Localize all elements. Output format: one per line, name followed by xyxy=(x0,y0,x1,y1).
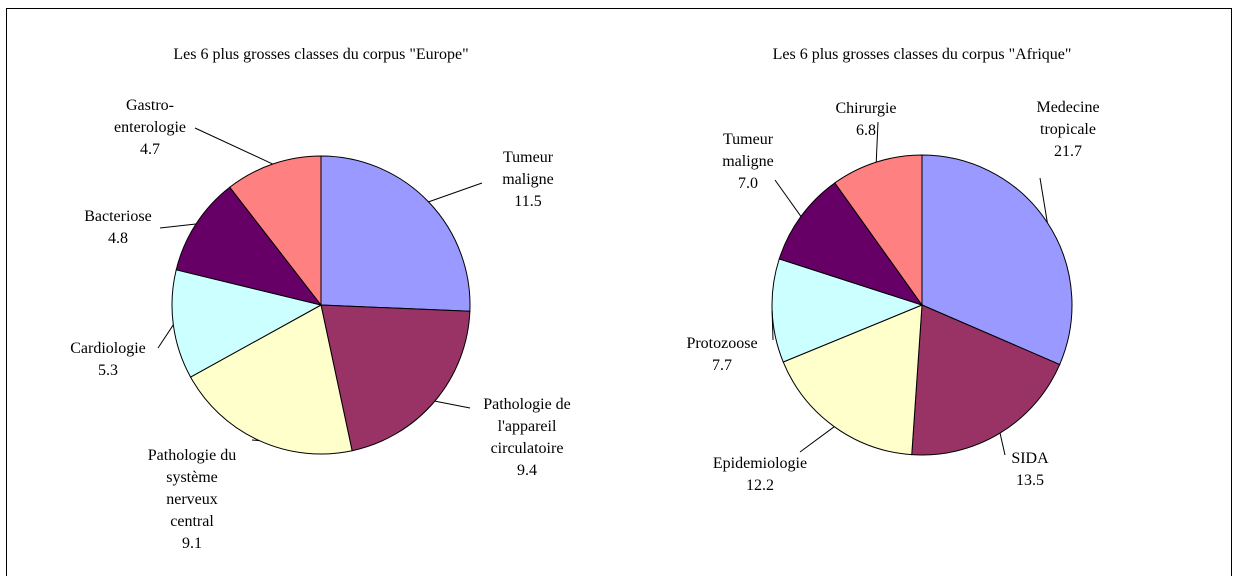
slice-name: Tumeur maligne xyxy=(502,149,554,188)
slice-value: 9.4 xyxy=(516,462,537,479)
leader-line xyxy=(771,310,774,341)
slice-label: Medecine tropicale 21.7 xyxy=(1036,97,1099,163)
slice-label: Gastro- enterologie 4.7 xyxy=(114,95,186,161)
leader-line xyxy=(159,223,197,229)
slice-name: Chirurgie xyxy=(835,100,897,117)
slice-label: Protozoose 7.7 xyxy=(686,333,757,377)
slice-name: Pathologie de l'appareil circulatoire xyxy=(483,396,571,457)
pie-slice xyxy=(921,154,1073,366)
pie-slice xyxy=(771,258,924,363)
slice-name: Pathologie du système nerveux central xyxy=(147,447,237,530)
slice-label: Pathologie du système nerveux central 9.1 xyxy=(148,445,236,555)
slice-label: Epidemiologie 12.2 xyxy=(713,453,807,497)
pie-slice xyxy=(911,304,1061,456)
leader-line xyxy=(428,182,483,203)
slice-name: Protozoose xyxy=(686,335,758,352)
pie-slice xyxy=(189,304,353,455)
pie-slice xyxy=(834,154,923,307)
pie-slice xyxy=(320,304,471,452)
slice-name: SIDA xyxy=(1011,450,1049,467)
leader-line xyxy=(774,179,802,217)
pie-slice xyxy=(229,155,322,307)
slice-name: Cardiologie xyxy=(70,340,146,357)
leader-line xyxy=(251,439,260,442)
pie-slice xyxy=(320,155,471,312)
chart-title: Les 6 plus grosses classes du corpus "Af… xyxy=(772,46,1072,63)
leader-line xyxy=(999,432,1006,456)
pie-slice xyxy=(171,269,323,378)
leader-line xyxy=(1039,177,1048,223)
leader-line xyxy=(799,426,835,453)
slice-value: 11.5 xyxy=(514,193,542,210)
slice-value: 4.8 xyxy=(108,230,128,247)
pie-slice xyxy=(175,186,323,306)
leader-line xyxy=(434,400,471,409)
slice-value: 12.2 xyxy=(745,477,774,494)
slice-value: 21.7 xyxy=(1053,143,1082,160)
slice-name: Epidemiologie xyxy=(712,455,808,472)
slice-value: 4.7 xyxy=(140,141,160,158)
slice-value: 9.1 xyxy=(182,535,202,552)
slice-value: 7.7 xyxy=(711,357,732,374)
slice-value: 6.8 xyxy=(856,122,876,139)
slice-label: Tumeur maligne 7.0 xyxy=(722,129,774,195)
leader-line xyxy=(875,121,879,163)
slice-name: Gastro- enterologie xyxy=(114,97,186,136)
slice-value: 5.3 xyxy=(97,362,118,379)
slice-name: Tumeur maligne xyxy=(722,131,774,170)
slice-label: Pathologie de l'appareil circulatoire 9.4 xyxy=(483,394,571,482)
slice-label: Chirurgie 6.8 xyxy=(835,98,896,142)
chart-title: Les 6 plus grosses classes du corpus "Eu… xyxy=(173,46,469,63)
leader-line xyxy=(157,324,174,349)
slice-name: Bacteriose xyxy=(84,208,152,225)
slice-label: Bacteriose 4.8 xyxy=(84,206,152,250)
slice-value: 13.5 xyxy=(1016,472,1044,489)
slice-name: Medecine tropicale xyxy=(1036,99,1100,138)
slice-label: SIDA 13.5 xyxy=(1011,448,1048,492)
leader-line xyxy=(194,127,273,165)
slice-value: 7.0 xyxy=(737,175,758,192)
pie-slice xyxy=(782,304,923,456)
slice-label: Cardiologie 5.3 xyxy=(70,338,146,382)
slice-label: Tumeur maligne 11.5 xyxy=(502,147,554,213)
